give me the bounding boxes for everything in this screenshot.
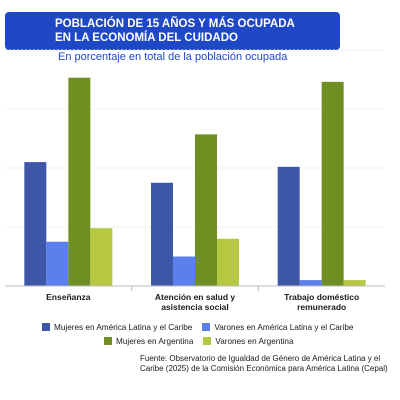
bar (343, 280, 366, 286)
category-label: remunerado (297, 302, 346, 312)
legend-item: Mujeres en Argentina (104, 337, 193, 346)
category-label: asistencia social (161, 302, 229, 312)
category-label: Trabajo doméstico (284, 292, 359, 302)
bar (173, 256, 195, 286)
title-banner: POBLACIÓN DE 15 AÑOS Y MÁS OCUPADA EN LA… (5, 12, 340, 50)
bar (151, 182, 173, 286)
legend-item: Varones en Argentina (203, 336, 294, 346)
legend-swatch (203, 337, 212, 345)
legend: Mujeres en América Latina y el Caribe Va… (42, 320, 392, 348)
legend-swatch (202, 323, 211, 331)
legend-label: Varones en América Latina y el Caribe (214, 322, 354, 332)
bar (90, 228, 113, 286)
legend-item: Varones en América Latina y el Caribe (202, 323, 353, 332)
legend-label: Varones en Argentina (215, 336, 294, 346)
legend-swatch (104, 337, 112, 345)
legend-item: Mujeres en América Latina y el Caribe (42, 323, 192, 332)
legend-label: Mujeres en América Latina y el Caribe (54, 322, 193, 332)
legend-row-2: Mujeres en Argentina Varones en Argentin… (42, 334, 392, 348)
bar (321, 81, 344, 286)
legend-swatch (42, 323, 50, 331)
category-label: Atención en salud y (155, 292, 236, 302)
bar (299, 280, 322, 286)
bar (24, 162, 47, 286)
title-line-2: EN LA ECONOMÍA DEL CUIDADO (55, 32, 238, 44)
bar (46, 241, 69, 286)
chart-subtitle: En porcentaje en total de la población o… (58, 51, 288, 63)
source-note: Fuente: Observatorio de Igualdad de Géne… (140, 354, 388, 373)
bar (68, 77, 91, 286)
category-label: Enseñanza (46, 292, 91, 302)
legend-row-1: Mujeres en América Latina y el Caribe Va… (42, 320, 392, 334)
title-line-1: POBLACIÓN DE 15 AÑOS Y MÁS OCUPADA (55, 18, 295, 30)
bar (277, 166, 300, 286)
bar (195, 134, 217, 286)
bar (217, 238, 239, 286)
legend-label: Mujeres en Argentina (116, 336, 194, 346)
